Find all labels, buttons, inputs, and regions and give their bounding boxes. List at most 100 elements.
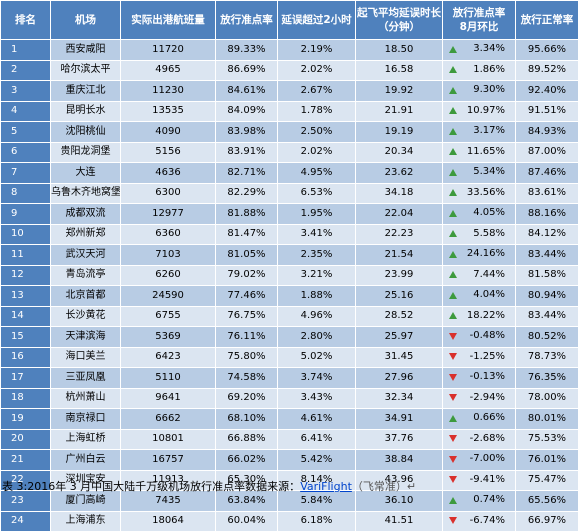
airport-cell: 杭州萧山	[50, 387, 121, 409]
rank-cell: 6	[0, 141, 51, 163]
airport-cell: 北京首都	[50, 285, 121, 307]
avg-delay-cell: 21.91	[355, 100, 443, 122]
change-wrap: 4.04%	[444, 286, 515, 304]
ontime-rate-cell: 66.88%	[215, 428, 278, 450]
delay-over-2h-cell: 2.80%	[277, 326, 356, 348]
airport-cell: 深圳宝安	[50, 469, 121, 491]
triangle-up-icon	[449, 271, 457, 278]
airport-cell: 西安咸阳	[50, 39, 121, 61]
header-ontime-rate: 放行准点率	[215, 0, 278, 40]
table-row: 6 贵阳龙洞堡 5156 83.91% 2.02% 20.34 11.65% 87.00%	[0, 141, 579, 163]
rank-cell: 18	[0, 387, 51, 409]
change-wrap: -0.48%	[444, 327, 515, 345]
table-row: 2 哈尔滨太平 4965 86.69% 2.02% 16.58 1.86% 89.52%	[0, 59, 579, 81]
rank-cell: 14	[0, 305, 51, 327]
change-value: 5.34%	[473, 166, 505, 177]
table-row: 19 南京禄口 6662 68.10% 4.61% 34.91 0.66% 80.01%	[0, 408, 579, 430]
ontime-rate-cell: 84.09%	[215, 100, 278, 122]
avg-delay-cell: 43.96	[355, 469, 443, 491]
change-cell: -1.25%	[442, 346, 516, 368]
flights-cell: 6260	[120, 264, 216, 286]
flights-cell: 4636	[120, 162, 216, 184]
change-cell: 24.16%	[442, 244, 516, 266]
change-cell: -2.94%	[442, 387, 516, 409]
delay-over-2h-cell: 3.41%	[277, 223, 356, 245]
change-cell: 0.66%	[442, 408, 516, 430]
normal-rate-cell: 95.66%	[515, 39, 579, 61]
normal-rate-cell: 80.94%	[515, 285, 579, 307]
normal-rate-cell: 84.93%	[515, 121, 579, 143]
delay-over-2h-cell: 6.18%	[277, 510, 356, 532]
flights-cell: 4090	[120, 121, 216, 143]
change-wrap: -2.94%	[444, 389, 515, 407]
avg-delay-cell: 21.54	[355, 244, 443, 266]
flights-cell: 10801	[120, 428, 216, 450]
ontime-rate-cell: 79.02%	[215, 264, 278, 286]
triangle-up-icon	[449, 86, 457, 94]
table-row: 15 天津滨海 5369 76.11% 2.80% 25.97 -0.48% 80.52%	[0, 326, 579, 348]
rank-cell: 12	[0, 264, 51, 286]
triangle-up-icon	[449, 45, 457, 53]
normal-rate-cell: 92.40%	[515, 80, 579, 102]
table-row: 24 上海浦东 18064 60.04% 6.18% 41.51 -6.74% 66.97%	[0, 510, 579, 532]
airport-cell: 南京禄口	[50, 408, 121, 430]
avg-delay-cell: 32.34	[355, 387, 443, 409]
delay-over-2h-cell: 6.53%	[277, 182, 356, 204]
normal-rate-cell: 83.61%	[515, 182, 579, 204]
table-row: 10 郑州新郑 6360 81.47% 3.41% 22.23 5.58% 84.12%	[0, 223, 579, 245]
airport-cell: 成都双流	[50, 203, 121, 225]
caption-source-link[interactable]: VariFlight	[300, 480, 352, 493]
avg-delay-cell: 20.34	[355, 141, 443, 163]
change-cell: 0.74%	[442, 490, 516, 512]
triangle-up-icon	[449, 127, 457, 135]
ontime-rate-cell: 82.71%	[215, 162, 278, 184]
avg-delay-cell: 19.92	[355, 80, 443, 102]
normal-rate-cell: 84.12%	[515, 223, 579, 245]
avg-delay-cell: 22.04	[355, 203, 443, 225]
normal-rate-cell: 88.16%	[515, 203, 579, 225]
ontime-rate-cell: 68.10%	[215, 408, 278, 430]
ontime-rate-cell: 76.75%	[215, 305, 278, 327]
airport-cell: 哈尔滨太平	[50, 59, 121, 81]
delay-over-2h-cell: 1.88%	[277, 285, 356, 307]
rank-cell: 22	[0, 469, 51, 491]
change-value: -0.13%	[469, 371, 505, 382]
change-wrap: 10.97%	[444, 102, 515, 120]
change-wrap: 9.30%	[444, 81, 515, 99]
header-row: 排名 机场 实际出港航班量 放行准点率 延误超过2小时 起飞平均延误时长 （分钟…	[0, 0, 579, 40]
flights-cell: 9641	[120, 387, 216, 409]
table-caption: 表 3:2016年 3 月中国大陆千万级机场放行准点率数据来源：VariFlig…	[2, 478, 416, 494]
change-cell: -2.68%	[442, 428, 516, 450]
flights-cell: 6360	[120, 223, 216, 245]
delay-over-2h-cell: 5.42%	[277, 449, 356, 471]
triangle-down-icon	[449, 353, 457, 360]
table-row: 5 沈阳桃仙 4090 83.98% 2.50% 19.19 3.17% 84.93%	[0, 121, 579, 143]
airport-cell: 大连	[50, 162, 121, 184]
delay-over-2h-cell: 5.02%	[277, 346, 356, 368]
airport-cell: 武汉天河	[50, 244, 121, 266]
change-value: -7.00%	[469, 453, 505, 464]
change-wrap: 5.34%	[444, 163, 515, 181]
change-wrap: -2.68%	[444, 430, 515, 448]
table-row: 7 大连 4636 82.71% 4.95% 23.62 5.34% 87.46%	[0, 162, 579, 184]
airport-cell: 青岛流亭	[50, 264, 121, 286]
rank-cell: 24	[0, 510, 51, 532]
table-row: 21 广州白云 16757 66.02% 5.42% 38.84 -7.00% 76.01%	[0, 449, 579, 471]
table-row: 9 成都双流 12977 81.88% 1.95% 22.04 4.05% 88.16%	[0, 203, 579, 225]
change-value: -6.74%	[469, 514, 505, 526]
airport-cell: 贵阳龙洞堡	[50, 141, 121, 163]
airport-cell: 海口美兰	[50, 346, 121, 368]
ontime-rate-cell: 77.46%	[215, 285, 278, 307]
normal-rate-cell: 76.35%	[515, 367, 579, 389]
normal-rate-cell: 65.56%	[515, 490, 579, 512]
change-cell: 10.97%	[442, 100, 516, 122]
normal-rate-cell: 91.51%	[515, 100, 579, 122]
triangle-down-icon	[449, 476, 457, 483]
ontime-rate-cell: 76.11%	[215, 326, 278, 348]
rank-cell: 16	[0, 346, 51, 368]
table-row: 14 长沙黄花 6755 76.75% 4.96% 28.52 18.22% 83.44%	[0, 305, 579, 327]
delay-over-2h-cell: 2.67%	[277, 80, 356, 102]
change-wrap: 3.34%	[444, 40, 515, 58]
delay-over-2h-cell: 8.14%	[277, 469, 356, 491]
normal-rate-cell: 83.44%	[515, 305, 579, 327]
